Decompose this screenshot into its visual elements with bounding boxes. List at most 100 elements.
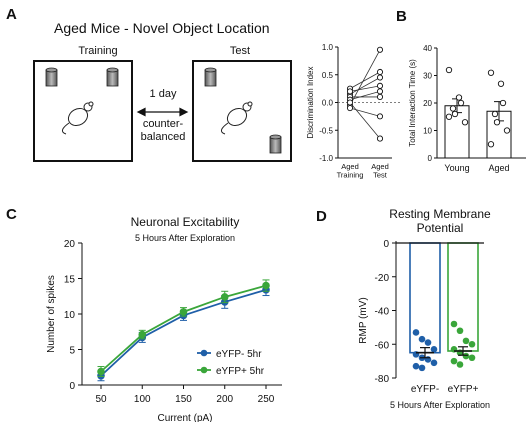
chart-subtitle: 5 Hours After Exploration <box>135 233 235 243</box>
data-point <box>262 281 270 290</box>
y-tick-label: 30 <box>423 72 432 81</box>
pair-connector-line <box>349 91 381 101</box>
double-arrow-icon <box>136 107 189 117</box>
x-category-label: eYFP+ <box>448 384 479 395</box>
object-cylinder-training-right <box>106 67 119 87</box>
data-point <box>457 99 465 107</box>
data-point <box>424 356 432 363</box>
y-axis-title: Number of spikes <box>46 275 57 353</box>
data-point <box>376 135 384 142</box>
y-tick-label: -0.5 <box>319 126 333 135</box>
mouse-icon-test <box>220 101 253 135</box>
x-tick-label: 150 <box>175 394 192 405</box>
y-tick-label: -1.0 <box>319 154 333 163</box>
y-axis-title: Discrimination Index <box>306 66 315 138</box>
pair-connector-line <box>349 107 381 117</box>
legend-label: eYFP+ 5hr <box>216 366 265 377</box>
x-axis-title: Current (pA) <box>157 413 212 422</box>
chart-title: Resting Membrane Potential <box>389 207 491 235</box>
panel-a-title: Aged Mice - Novel Object Location <box>54 20 270 36</box>
panel-letter-a: A <box>6 6 17 23</box>
data-point <box>461 119 469 126</box>
y-tick-label: -20 <box>375 273 390 284</box>
pair-connector-line <box>349 77 381 95</box>
data-point <box>346 99 354 106</box>
x-category-label: Young <box>444 163 469 173</box>
y-tick-label: 0.0 <box>322 99 334 108</box>
data-point <box>445 113 453 120</box>
data-point <box>450 320 458 328</box>
data-point <box>455 94 463 101</box>
x-tick-label: 200 <box>216 394 233 405</box>
y-tick-label: 15 <box>64 275 76 286</box>
legend-marker <box>200 366 208 374</box>
data-point <box>220 293 229 301</box>
panel-letter-c: C <box>6 206 17 223</box>
pair-connector-line <box>349 71 381 89</box>
object-cylinder-test-left <box>204 67 217 87</box>
y-tick-label: 20 <box>64 239 76 250</box>
bar <box>447 242 479 352</box>
y-tick-label: -60 <box>375 340 390 351</box>
chart-title: Neuronal Excitability <box>131 215 240 229</box>
data-point <box>487 141 495 148</box>
data-point <box>412 329 420 336</box>
data-point <box>449 105 457 112</box>
y-tick-label: 0 <box>69 381 75 392</box>
training-label: Training <box>78 45 118 57</box>
mouse-icon-training <box>61 101 94 135</box>
data-point <box>487 69 495 76</box>
x-category-label: Aged Training <box>337 162 364 180</box>
x-category-label: eYFP- <box>411 384 439 395</box>
object-cylinder-training-left <box>45 67 58 87</box>
y-tick-label: 0 <box>383 239 389 250</box>
y-axis-title: RMP (mV) <box>358 297 369 343</box>
panel-letter-d: D <box>316 208 327 225</box>
data-point <box>499 99 507 107</box>
x-axis-title: 5 Hours After Exploration <box>390 400 490 410</box>
data-point <box>493 119 501 126</box>
data-point <box>450 357 458 365</box>
x-tick-label: 250 <box>258 394 275 405</box>
y-tick-label: 0 <box>428 154 433 163</box>
data-point <box>418 364 426 372</box>
data-point <box>468 354 476 362</box>
y-tick-label: -80 <box>375 374 390 385</box>
x-tick-label: 50 <box>95 394 107 405</box>
data-point <box>412 362 420 370</box>
data-point <box>497 80 505 87</box>
legend-label: eYFP- 5hr <box>216 349 262 360</box>
y-tick-label: 1.0 <box>322 43 334 52</box>
test-label: Test <box>229 45 251 57</box>
y-tick-label: 10 <box>423 127 432 136</box>
data-point <box>376 74 384 81</box>
data-point <box>456 361 464 368</box>
panel-letter-b: B <box>396 8 407 25</box>
data-point <box>424 339 432 346</box>
data-point <box>376 46 384 53</box>
object-cylinder-test-moved <box>269 134 282 154</box>
y-axis-title: Total Interaction Time (s) <box>408 59 417 147</box>
legend-marker <box>200 349 208 357</box>
data-point <box>503 127 511 134</box>
interval-label: 1 day <box>149 88 177 100</box>
data-point <box>138 330 147 339</box>
data-point <box>445 66 453 74</box>
data-point <box>456 327 464 335</box>
bar <box>409 242 441 354</box>
pair-connector-line <box>349 102 381 139</box>
data-point <box>97 367 105 376</box>
x-tick-label: 100 <box>134 394 151 405</box>
data-point <box>491 110 499 118</box>
data-point <box>462 352 470 360</box>
counterbalanced-label: counter- balanced <box>140 118 186 143</box>
x-category-label: Aged Test <box>371 162 389 180</box>
data-point <box>451 110 459 118</box>
y-tick-label: 20 <box>423 99 432 108</box>
data-point <box>468 340 476 348</box>
pair-connector-line <box>349 85 381 92</box>
data-point <box>430 346 438 353</box>
